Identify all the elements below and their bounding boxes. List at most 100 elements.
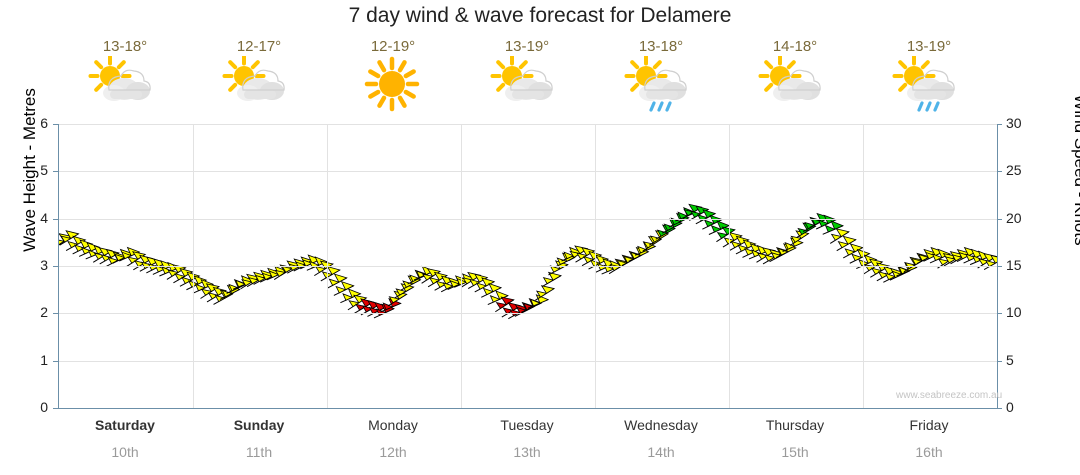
day-name-label: Saturday bbox=[95, 417, 155, 433]
right-tick-label: 25 bbox=[1006, 162, 1022, 179]
day-separator bbox=[863, 124, 864, 408]
wind-barb bbox=[843, 243, 864, 259]
day-forecast-header: 12-19° bbox=[326, 0, 460, 112]
gridline bbox=[59, 313, 997, 315]
day-temperature-range: 13-18° bbox=[638, 38, 684, 55]
wind-barb bbox=[333, 280, 355, 296]
sun-behind-cloud-icon bbox=[728, 56, 862, 111]
gridline bbox=[59, 360, 997, 362]
wind-barb bbox=[387, 290, 408, 307]
wind-barb bbox=[822, 220, 845, 235]
left-tick-mark bbox=[53, 218, 58, 220]
day-temperature-range: 12-17° bbox=[236, 38, 282, 55]
left-tick-label: 1 bbox=[40, 351, 48, 368]
gridline bbox=[59, 266, 997, 267]
wind-barb bbox=[742, 243, 764, 258]
left-tick-mark bbox=[53, 408, 58, 409]
day-date-label: 11th bbox=[245, 444, 273, 460]
right-tick-label: 20 bbox=[1006, 209, 1022, 226]
gridline bbox=[59, 171, 997, 173]
sun-behind-cloud-icon bbox=[460, 56, 594, 111]
right-tick-mark bbox=[997, 360, 1002, 362]
day-separator bbox=[729, 124, 730, 408]
day-date-label: 13th bbox=[513, 444, 541, 460]
wind-barb bbox=[535, 285, 556, 301]
sun-behind-rain-cloud-icon bbox=[594, 56, 728, 112]
day-date-label: 12th bbox=[379, 444, 407, 460]
day-forecast-header: 13-18° bbox=[58, 0, 192, 111]
wind-barb bbox=[983, 254, 997, 271]
left-tick-label: 2 bbox=[40, 304, 48, 321]
day-separator bbox=[193, 124, 194, 408]
wind-barb bbox=[314, 260, 335, 277]
left-tick-label: 5 bbox=[40, 162, 48, 179]
wind-barb bbox=[394, 283, 415, 299]
gridline bbox=[59, 124, 997, 125]
day-name-label: Tuesday bbox=[500, 417, 554, 433]
sun-icon bbox=[326, 56, 460, 112]
day-name-label: Sunday bbox=[233, 417, 285, 433]
right-tick-label: 15 bbox=[1006, 257, 1022, 273]
right-tick-label: 0 bbox=[1006, 399, 1014, 415]
day-separator bbox=[461, 124, 462, 408]
sun-behind-cloud-icon bbox=[192, 56, 326, 111]
right-tick-mark bbox=[997, 408, 1002, 409]
day-separator bbox=[327, 124, 328, 408]
left-tick-mark bbox=[53, 124, 58, 125]
day-name-label: Wednesday bbox=[624, 417, 698, 433]
right-tick-mark bbox=[997, 124, 1002, 125]
day-date-label: 14th bbox=[647, 444, 675, 460]
wind-barb bbox=[300, 254, 322, 270]
wind-barb bbox=[829, 228, 850, 244]
left-tick-label: 4 bbox=[40, 209, 48, 226]
day-temperature-range: 13-19° bbox=[906, 38, 952, 55]
day-separator bbox=[595, 124, 596, 408]
day-date-label: 16th bbox=[915, 444, 943, 460]
day-forecast-header: 12-17° bbox=[192, 0, 326, 111]
wind-barb bbox=[434, 275, 455, 291]
wind-barb-series bbox=[59, 203, 997, 320]
left-tick-mark bbox=[53, 171, 58, 173]
day-forecast-header: 13-19° bbox=[862, 0, 996, 112]
wind-barb bbox=[527, 294, 550, 309]
wind-barb bbox=[495, 296, 515, 313]
wind-barb bbox=[59, 230, 80, 246]
day-forecast-header: 13-18° bbox=[594, 0, 728, 112]
day-temperature-range: 12-19° bbox=[370, 38, 416, 55]
left-tick-mark bbox=[53, 313, 58, 315]
day-date-label: 10th bbox=[111, 444, 139, 460]
day-temperature-range: 13-18° bbox=[102, 38, 148, 55]
right-axis-label: Wind Speed - Knots bbox=[1071, 94, 1080, 246]
day-temperature-range: 13-19° bbox=[504, 38, 550, 55]
day-forecast-header: 14-18° bbox=[728, 0, 862, 111]
day-temperature-range: 14-18° bbox=[772, 38, 818, 55]
wind-barb bbox=[716, 226, 736, 243]
left-tick-label: 3 bbox=[40, 257, 48, 273]
right-tick-mark bbox=[997, 218, 1002, 220]
right-tick-mark bbox=[997, 266, 1002, 267]
day-name-label: Monday bbox=[368, 417, 418, 433]
wind-barb bbox=[541, 271, 563, 288]
wind-barb bbox=[85, 244, 108, 260]
day-name-label: Thursday bbox=[765, 417, 825, 433]
sun-behind-cloud-icon bbox=[58, 56, 192, 111]
right-tick-label: 10 bbox=[1006, 304, 1022, 321]
page-title: 7 day wind & wave forecast for Delamere bbox=[348, 4, 732, 27]
right-tick-mark bbox=[997, 171, 1002, 173]
wind-barb bbox=[702, 214, 724, 230]
right-tick-mark bbox=[997, 313, 1002, 315]
gridline bbox=[59, 218, 997, 220]
left-tick-mark bbox=[53, 266, 58, 267]
wind-barb bbox=[481, 282, 503, 298]
right-tick-label: 30 bbox=[1006, 115, 1022, 131]
sun-behind-rain-cloud-icon bbox=[862, 56, 996, 112]
left-tick-label: 0 bbox=[40, 399, 48, 415]
day-forecast-header: 13-19° bbox=[460, 0, 594, 111]
wind-barb bbox=[836, 235, 857, 252]
watermark: www.seabreeze.com.au bbox=[896, 390, 1003, 401]
plot-area bbox=[58, 124, 998, 409]
wind-barb bbox=[327, 273, 348, 289]
left-tick-mark bbox=[53, 360, 58, 362]
wind-barb bbox=[963, 248, 985, 264]
